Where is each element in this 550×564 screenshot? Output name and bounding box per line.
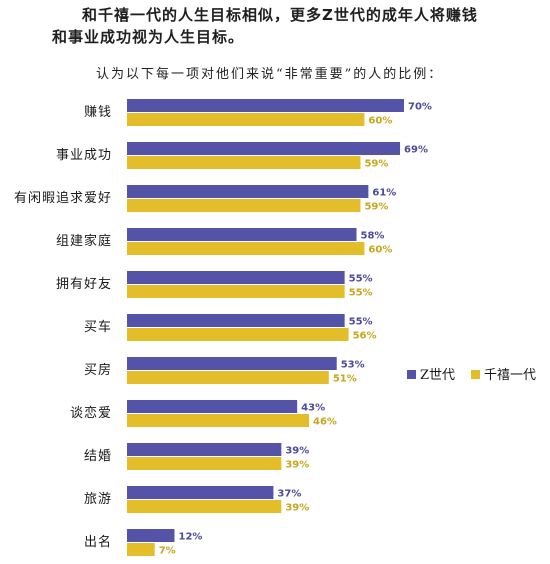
data-label: 56% [353,331,377,342]
chart-subtitle: 认为以下每一项对他们来说“非常重要”的人的比例： [96,67,444,82]
bar-millennial [127,500,282,513]
data-label: 61% [372,188,396,199]
data-label: 59% [364,202,388,213]
legend: Z世代 千禧一代 [407,368,536,383]
data-label: 55% [349,317,373,328]
category-label: 谈恋爱 [70,405,112,421]
data-label: 69% [404,145,428,156]
chart-title-line2: 和事业成功视为人生目标。 [52,28,245,46]
bar-millennial [127,328,349,341]
bar-gen-z [127,314,345,327]
category-label: 事业成功 [56,148,112,163]
data-label: 39% [285,446,309,457]
category-label: 买房 [84,362,112,378]
legend-swatch [471,370,480,379]
bar-millennial [127,156,361,169]
bar-millennial [127,457,282,470]
bar-millennial [127,242,365,255]
bar-gen-z [127,357,337,370]
legend-label: Z世代 [420,368,455,383]
category-label: 结婚 [84,449,112,464]
bar-gen-z [127,99,404,112]
data-label: 46% [313,417,337,428]
chart-title: 和千禧一代的人生目标相似，更多Z世代的成年人将赚钱 和事业成功视为人生目标。 [0,4,550,48]
data-label: 43% [301,403,325,414]
data-label: 7% [159,546,176,557]
legend-label: 千禧一代 [484,368,536,383]
bar-millennial [127,371,329,384]
legend-swatch [407,370,416,379]
bar-millennial [127,113,365,126]
bar-gen-z [127,142,401,155]
bar-gen-z [127,185,369,198]
bar-gen-z [127,486,274,499]
bar-millennial [127,199,361,212]
category-label: 买车 [84,319,112,335]
category-label: 出名 [84,534,112,550]
data-label: 39% [285,460,309,471]
bar-millennial [127,414,310,427]
data-label: 53% [341,360,365,371]
data-label: 51% [333,374,357,385]
bars-group: 赚钱 70% 60% 事业成功 69% 59% 有闲暇追求爱好 61% 59% 组建家庭 58% 60… [14,99,432,557]
data-label: 60% [368,116,392,127]
category-label: 有闲暇追求爱好 [14,190,112,206]
bar-millennial [127,285,345,298]
bar-gen-z [127,400,298,413]
data-label: 60% [368,245,392,256]
category-label: 拥有好友 [56,276,112,292]
bar-gen-z [127,228,357,241]
bar-millennial [127,543,155,556]
bar-gen-z [127,529,175,542]
chart-title-line1: 和千禧一代的人生目标相似，更多Z世代的成年人将赚钱 [82,6,478,24]
bar-gen-z [127,443,282,456]
data-label: 12% [178,532,202,543]
data-label: 39% [285,503,309,514]
category-label: 赚钱 [84,104,112,120]
data-label: 70% [408,102,432,113]
data-label: 37% [277,489,301,500]
data-label: 55% [349,274,373,285]
data-label: 58% [361,231,385,242]
category-label: 旅游 [84,492,112,507]
data-label: 59% [364,159,388,170]
bar-gen-z [127,271,345,284]
data-label: 55% [349,288,373,299]
category-label: 组建家庭 [56,233,112,249]
